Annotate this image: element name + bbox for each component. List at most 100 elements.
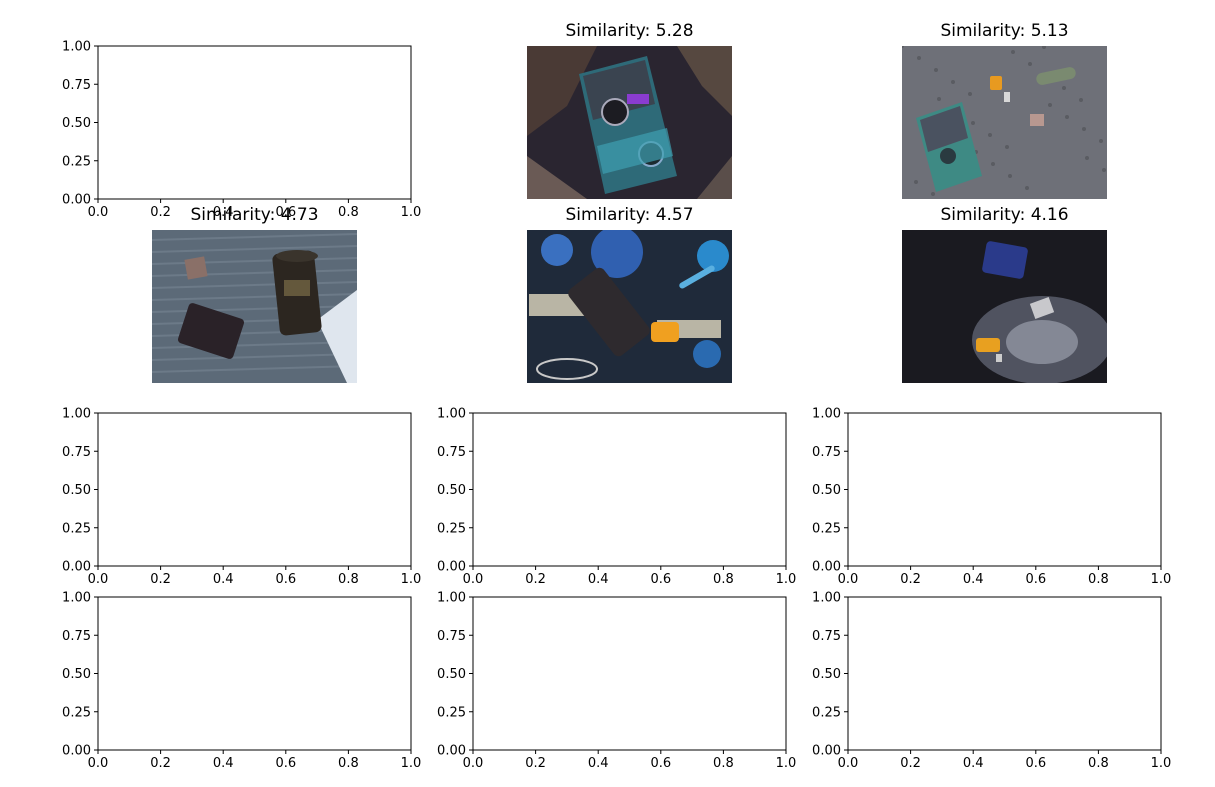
axes-frame [97,45,412,200]
y-tick-label: 0.50 [437,667,466,682]
image-panel-1: Similarity: 5.28 [527,21,732,199]
panel-title: Similarity: 5.28 [565,21,693,41]
axes-panel-6: 0.0 0.2 0.4 0.6 0.8 1.0 0.00 0.25 0.50 0.75 1.00 [62,407,421,588]
axes-panel-8: 0.0 0.2 0.4 0.6 0.8 1.0 0.00 0.25 0.50 0.75 1.00 [812,407,1171,588]
similarity-photo [902,46,1107,199]
y-tick-label: 0.75 [437,629,466,644]
x-tick-label: 0.0 [838,756,859,771]
y-tick-label: 1.00 [812,591,841,606]
axes-panel-10: 0.0 0.2 0.4 0.6 0.8 1.0 0.00 0.25 0.50 0.75 1.00 [437,591,796,772]
y-tick-label: 0.00 [812,744,841,759]
y-tick-label: 0.75 [437,445,466,460]
x-tick-label: 0.0 [88,572,109,587]
y-tick-label: 0.75 [812,445,841,460]
panel-title: Similarity: 5.13 [940,21,1068,41]
image-panel-5: Similarity: 4.16 [902,205,1107,383]
image-panel-4: Similarity: 4.57 [527,205,732,383]
axes-panel-9: 0.0 0.2 0.4 0.6 0.8 1.0 0.00 0.25 0.50 0.75 1.00 [62,591,421,772]
y-tick-label: 1.00 [62,407,91,422]
y-tick-label: 0.00 [62,560,91,575]
y-tick-label: 0.25 [812,521,841,536]
x-tick-label: 0.4 [588,572,609,587]
similarity-photo [902,230,1107,383]
axes-panel-0: 0.0 0.2 0.4 0.6 0.8 1.0 0.00 0.25 0.50 0.75 1.00 [62,40,421,221]
similarity-photo [527,46,732,199]
x-tick-label: 1.0 [401,205,422,220]
y-tick-label: 1.00 [437,407,466,422]
y-tick-label: 0.00 [437,560,466,575]
y-tick-label: 0.00 [812,560,841,575]
similarity-photo [152,230,357,383]
y-tick-label: 1.00 [62,40,91,55]
axes-frame [847,412,1162,567]
y-tick-label: 1.00 [812,407,841,422]
axes-frame [472,412,787,567]
y-tick-label: 0.00 [62,744,91,759]
axes-frame [97,596,412,751]
x-tick-label: 0.6 [275,572,296,587]
axes-frame [97,412,412,567]
y-tick-label: 0.00 [62,193,91,208]
x-tick-label: 0.6 [1025,572,1046,587]
x-tick-label: 0.4 [213,756,234,771]
x-tick-label: 0.0 [88,756,109,771]
y-tick-label: 0.25 [62,154,91,169]
x-tick-label: 0.4 [213,205,234,220]
x-tick-label: 0.6 [275,756,296,771]
x-tick-label: 0.2 [900,572,921,587]
x-tick-label: 0.4 [588,756,609,771]
x-tick-label: 0.8 [713,572,734,587]
x-tick-label: 0.2 [525,756,546,771]
y-tick-label: 1.00 [62,591,91,606]
y-tick-label: 0.25 [437,521,466,536]
y-tick-label: 0.75 [812,629,841,644]
panel-title: Similarity: 4.16 [940,205,1068,225]
x-tick-label: 0.6 [1025,756,1046,771]
y-tick-label: 0.50 [437,483,466,498]
x-tick-label: 1.0 [1151,756,1172,771]
y-tick-label: 0.00 [437,744,466,759]
x-tick-label: 0.8 [1088,572,1109,587]
x-tick-label: 1.0 [401,756,422,771]
x-tick-label: 0.4 [963,572,984,587]
image-panel-3: Similarity: 4.73 [152,205,357,383]
y-tick-label: 0.75 [62,445,91,460]
axes-frame [472,596,787,751]
x-tick-label: 0.2 [900,756,921,771]
similarity-photo [527,230,732,383]
x-tick-label: 0.8 [338,756,359,771]
y-tick-label: 0.25 [62,705,91,720]
x-tick-label: 0.4 [213,572,234,587]
panel-title: Similarity: 4.57 [565,205,693,225]
x-tick-label: 0.4 [963,756,984,771]
y-tick-label: 0.75 [62,78,91,93]
x-tick-label: 0.0 [838,572,859,587]
x-tick-label: 0.0 [88,205,109,220]
y-tick-label: 0.75 [62,629,91,644]
x-tick-label: 0.8 [1088,756,1109,771]
y-tick-label: 0.50 [812,667,841,682]
x-tick-label: 1.0 [401,572,422,587]
x-tick-label: 0.0 [463,756,484,771]
axes-panel-11: 0.0 0.2 0.4 0.6 0.8 1.0 0.00 0.25 0.50 0.75 1.00 [812,591,1171,772]
y-tick-label: 0.25 [812,705,841,720]
axes-frame [847,596,1162,751]
y-tick-label: 0.25 [437,705,466,720]
y-tick-label: 1.00 [437,591,466,606]
x-tick-label: 0.2 [150,205,171,220]
y-tick-label: 0.25 [62,521,91,536]
x-tick-label: 1.0 [1151,572,1172,587]
y-tick-label: 0.50 [62,667,91,682]
x-tick-label: 1.0 [776,756,797,771]
x-tick-label: 0.8 [338,205,359,220]
panel-title: Similarity: 4.73 [190,205,318,225]
x-tick-label: 0.8 [338,572,359,587]
x-tick-label: 0.6 [275,205,296,220]
axes-panel-7: 0.0 0.2 0.4 0.6 0.8 1.0 0.00 0.25 0.50 0.75 1.00 [437,407,796,588]
y-tick-label: 0.50 [62,483,91,498]
x-tick-label: 0.2 [150,756,171,771]
y-tick-label: 0.50 [62,116,91,131]
x-tick-label: 0.2 [525,572,546,587]
x-tick-label: 0.0 [463,572,484,587]
